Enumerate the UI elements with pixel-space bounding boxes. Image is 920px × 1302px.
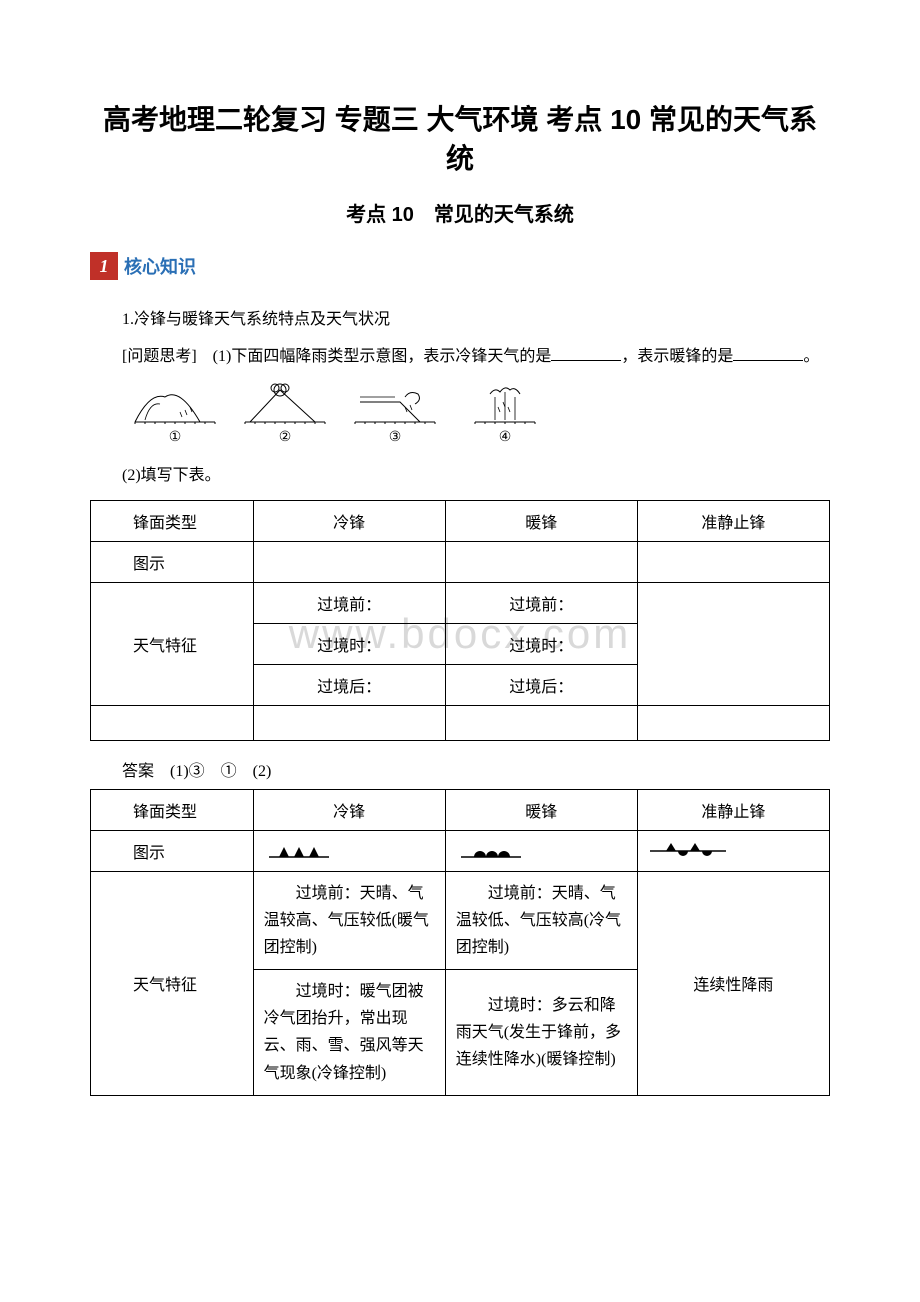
table-row: 天气特征 过境前： 过境前： (91, 582, 830, 623)
cell-empty (637, 582, 829, 705)
cell-before-warm: 过境前： (445, 582, 637, 623)
cell-cold: 冷锋 (253, 789, 445, 830)
cell-during-cold: 过境时： (253, 623, 445, 664)
diagram-2: ② (240, 382, 330, 446)
cell-weather-label: 天气特征 (91, 582, 254, 705)
answer-label: 答案 (1)③ ① (2) (90, 757, 830, 781)
diagram-3: ③ (350, 382, 440, 446)
diagram-1-label: ① (169, 429, 182, 446)
cold-front-symbol (253, 830, 445, 871)
cell-stationary: 准静止锋 (637, 789, 829, 830)
cell-empty (445, 541, 637, 582)
cell-warm: 暖锋 (445, 500, 637, 541)
question-end: 。 (803, 348, 819, 365)
table-row: 锋面类型 冷锋 暖锋 准静止锋 (91, 789, 830, 830)
cold-before-text: 过境前：天晴、气温较高、气压较低(暖气团控制) (253, 871, 445, 970)
cell-empty (253, 541, 445, 582)
table-row: 锋面类型 冷锋 暖锋 准静止锋 (91, 500, 830, 541)
table-row: 天气特征 过境前：天晴、气温较高、气压较低(暖气团控制) 过境前：天晴、气温较低… (91, 871, 830, 970)
table-row (91, 705, 830, 740)
cell-header-type: 锋面类型 (91, 500, 254, 541)
cell-header-type: 锋面类型 (91, 789, 254, 830)
blank-1 (551, 343, 621, 361)
table-row: 图示 (91, 541, 830, 582)
cold-during-text: 过境时：暖气团被冷气团抬升，常出现云、雨、雪、强风等天气现象(冷锋控制) (253, 970, 445, 1096)
warm-during-text: 过境时：多云和降雨天气(发生于锋前，多连续性降水)(暖锋控制) (445, 970, 637, 1096)
rain-diagram-4-icon (460, 382, 550, 427)
cell-empty (253, 705, 445, 740)
cell-empty (445, 705, 637, 740)
cell-after-cold: 过境后： (253, 664, 445, 705)
diagram-4-label: ④ (499, 429, 512, 446)
section-badge: 1 核心知识 (90, 252, 196, 280)
page-title: 高考地理二轮复习 专题三 大气环境 考点 10 常见的天气系统 (90, 100, 830, 178)
table-row: 图示 (91, 830, 830, 871)
question-mid: ，表示暖锋的是 (621, 348, 733, 365)
rain-diagram-3-icon (350, 382, 440, 427)
blank-2 (733, 343, 803, 361)
diagram-3-label: ③ (389, 429, 402, 446)
diagram-2-label: ② (279, 429, 292, 446)
badge-number: 1 (90, 252, 118, 280)
stationary-text: 连续性降雨 (637, 871, 829, 1095)
question-prefix: [问题思考] (1)下面四幅降雨类型示意图，表示冷锋天气的是 (122, 348, 551, 365)
cell-diagram-label: 图示 (91, 830, 254, 871)
cell-empty (637, 705, 829, 740)
cell-after-warm: 过境后： (445, 664, 637, 705)
subtitle: 考点 10 常见的天气系统 (90, 198, 830, 227)
heading-1: 1.冷锋与暖锋天气系统特点及天气状况 (90, 305, 830, 335)
stationary-front-symbol (637, 830, 829, 871)
cell-empty (637, 541, 829, 582)
blank-table: 锋面类型 冷锋 暖锋 准静止锋 图示 天气特征 过境前： 过境前： 过境时： 过… (90, 500, 830, 741)
rain-diagram-1-icon (130, 382, 220, 427)
cell-before-cold: 过境前： (253, 582, 445, 623)
cell-weather-label: 天气特征 (91, 871, 254, 1095)
cell-empty (91, 705, 254, 740)
diagram-4: ④ (460, 382, 550, 446)
rain-diagram-2-icon (240, 382, 330, 427)
cell-during-warm: 过境时： (445, 623, 637, 664)
badge-label: 核心知识 (124, 253, 196, 279)
warm-front-symbol (445, 830, 637, 871)
cell-warm: 暖锋 (445, 789, 637, 830)
cell-cold: 冷锋 (253, 500, 445, 541)
diagram-1: ① (130, 382, 220, 446)
question-1: [问题思考] (1)下面四幅降雨类型示意图，表示冷锋天气的是 ，表示暖锋的是 。 (90, 342, 830, 372)
sub-question-2: (2)填写下表。 (90, 461, 830, 491)
cell-diagram-label: 图示 (91, 541, 254, 582)
warm-before-text: 过境前：天晴、气温较低、气压较高(冷气团控制) (445, 871, 637, 970)
diagram-row: ① ② (130, 382, 830, 446)
answer-table: 锋面类型 冷锋 暖锋 准静止锋 图示 (90, 789, 830, 1096)
cell-stationary: 准静止锋 (637, 500, 829, 541)
